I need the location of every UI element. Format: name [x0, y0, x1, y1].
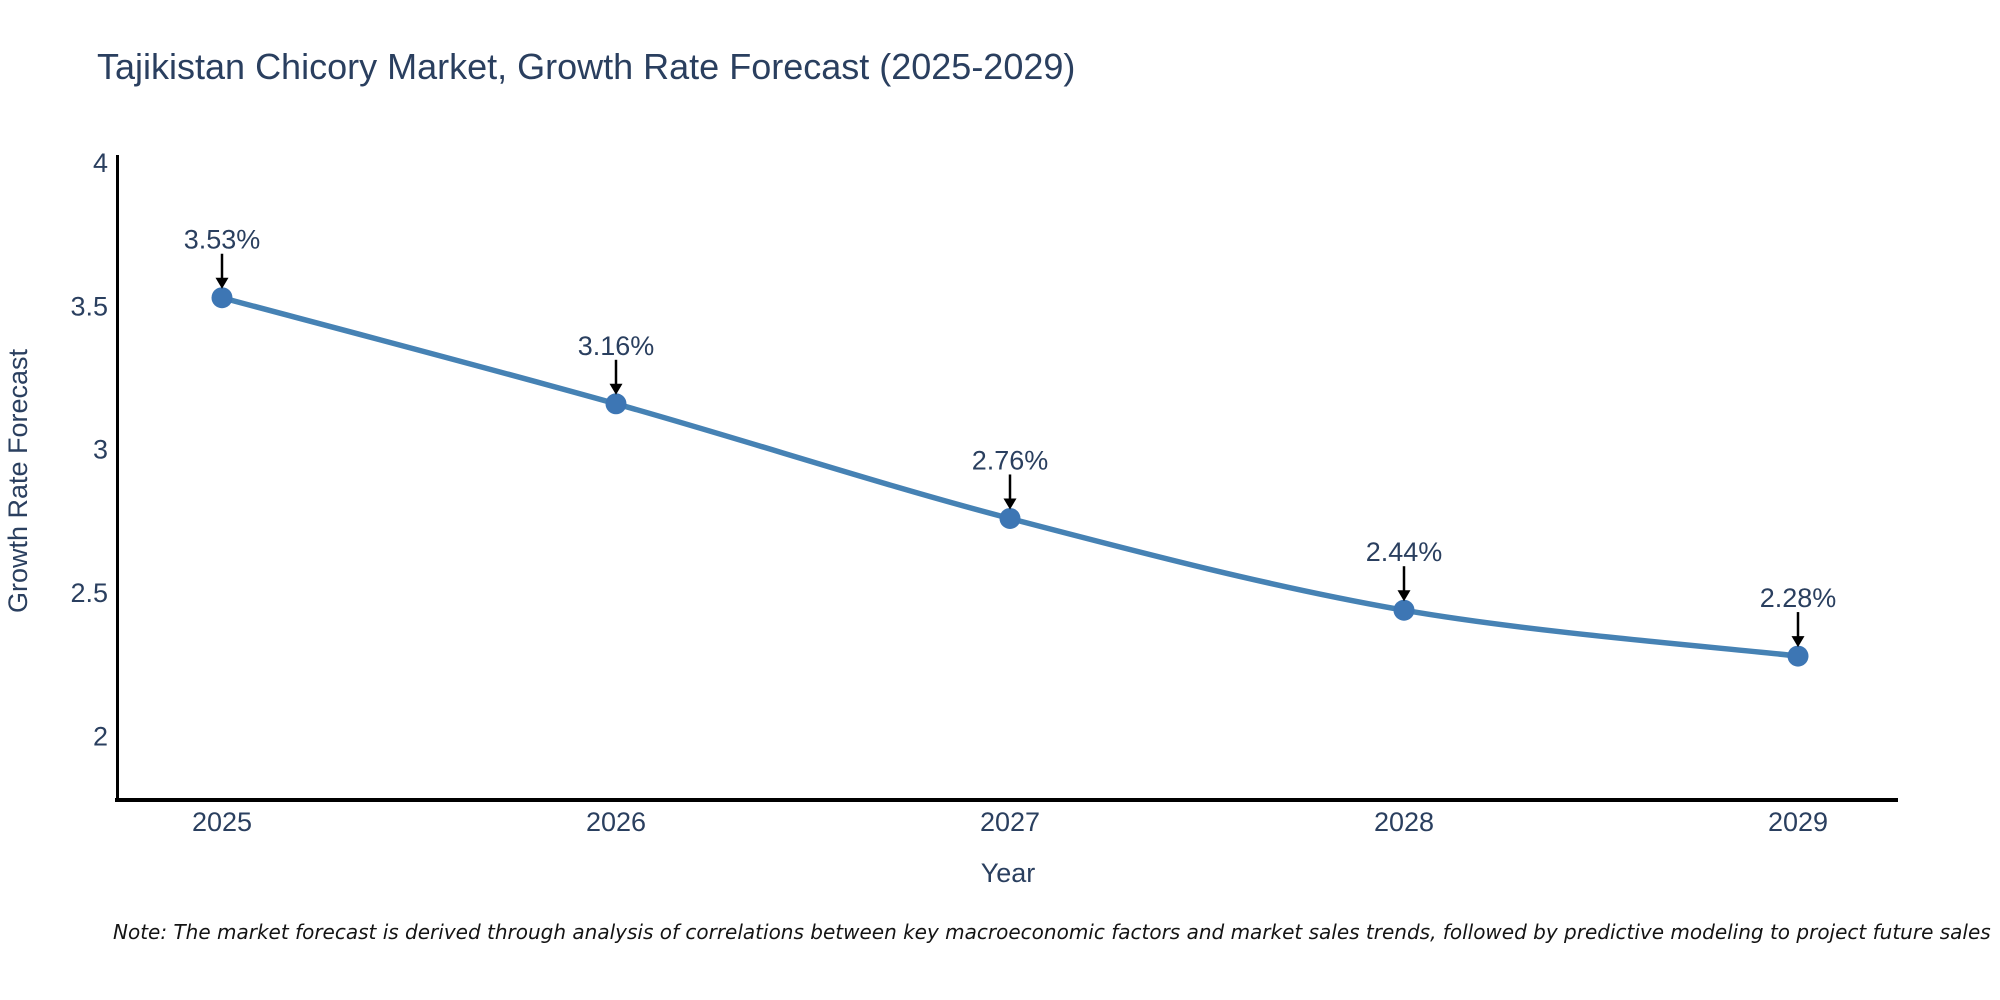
data-point-marker	[605, 393, 627, 415]
y-tick-label: 2.5	[70, 578, 108, 608]
x-axis-ticks: 2025 2026 2027 2028 2029	[192, 807, 1828, 837]
data-point-label: 2.76%	[972, 445, 1049, 475]
data-point-label: 2.28%	[1760, 583, 1837, 613]
y-axis-ticks: 4 3.5 3 2.5 2	[70, 148, 108, 751]
y-tick-label: 4	[93, 148, 108, 178]
x-axis-title: Year	[981, 858, 1036, 888]
data-points-layer: 3.53% 3.16% 2.76% 2.44% 2.28%	[184, 225, 1837, 667]
annotation-arrow-head	[1791, 636, 1805, 648]
data-point-marker	[211, 287, 233, 309]
data-point-label: 2.44%	[1366, 537, 1443, 567]
data-point-group: 3.16%	[578, 331, 655, 415]
data-point-marker	[1393, 599, 1415, 621]
chart-title: Tajikistan Chicory Market, Growth Rate F…	[97, 46, 1075, 87]
data-point-group: 2.44%	[1366, 537, 1443, 621]
data-point-group: 2.28%	[1760, 583, 1837, 667]
data-point-group: 3.53%	[184, 225, 261, 309]
x-tick-label: 2027	[980, 807, 1040, 837]
x-tick-label: 2029	[1768, 807, 1828, 837]
y-tick-label: 2	[93, 721, 108, 751]
data-point-label: 3.53%	[184, 225, 261, 255]
data-point-label: 3.16%	[578, 331, 655, 361]
annotation-arrow-head	[1003, 498, 1017, 510]
y-tick-label: 3	[93, 435, 108, 465]
annotation-arrow-head	[215, 277, 229, 289]
y-tick-label: 3.5	[70, 291, 108, 321]
data-point-marker	[1787, 645, 1809, 667]
annotation-arrow-head	[609, 383, 623, 395]
x-tick-label: 2026	[586, 807, 646, 837]
y-axis-title: Growth Rate Forecast	[3, 348, 33, 613]
footnote: Note: The market forecast is derived thr…	[113, 920, 1991, 944]
x-tick-label: 2028	[1374, 807, 1434, 837]
data-point-group: 2.76%	[972, 445, 1049, 529]
annotation-arrow-head	[1397, 590, 1411, 602]
x-tick-label: 2025	[192, 807, 252, 837]
data-point-marker	[999, 507, 1021, 529]
